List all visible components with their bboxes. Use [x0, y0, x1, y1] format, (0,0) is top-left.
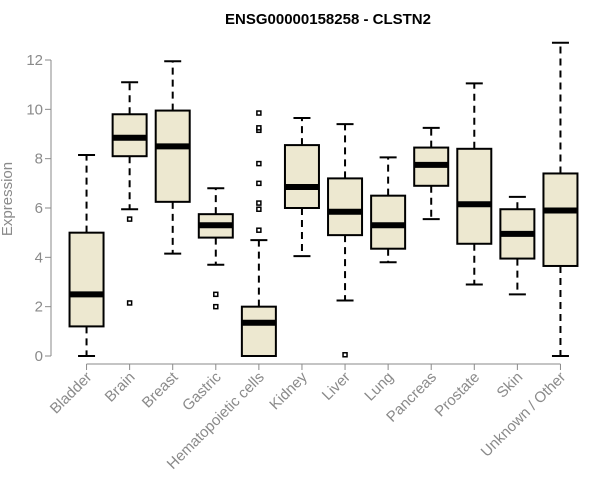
- outlier-point: [256, 206, 262, 212]
- y-axis-title: Expression: [0, 162, 16, 236]
- y-tick-label: 12: [26, 52, 43, 69]
- box-group: [542, 41, 579, 357]
- chart-title: ENSG00000158258 - CLSTN2: [225, 11, 431, 28]
- plot-area: [68, 41, 579, 358]
- box-group: [111, 81, 148, 306]
- outlier-point: [256, 160, 262, 167]
- x-tick-label: Prostate: [432, 369, 484, 421]
- x-tick-label: Skin: [494, 369, 527, 402]
- box-group: [456, 82, 493, 286]
- box-group: [240, 110, 277, 357]
- box: [68, 231, 105, 328]
- outlier-point: [256, 110, 262, 116]
- y-tick-label: 10: [26, 101, 43, 118]
- y-axis: 0 2 4 6 8 10 12: [26, 52, 52, 365]
- box: [240, 305, 277, 357]
- box-group: [68, 153, 105, 357]
- y-tick-label: 0: [35, 348, 43, 365]
- box-group: [154, 60, 191, 255]
- box: [154, 109, 191, 203]
- y-tick-label: 6: [35, 200, 43, 217]
- x-tick-label: Kidney: [266, 368, 311, 413]
- outlier-point: [126, 216, 133, 222]
- outlier-point: [256, 200, 262, 206]
- y-tick-label: 4: [35, 249, 43, 266]
- box-group: [499, 195, 536, 296]
- x-tick-label: Breast: [139, 368, 182, 411]
- outlier-point: [256, 180, 262, 187]
- y-tick-label: 8: [35, 151, 43, 168]
- y-tick-label: 2: [35, 299, 43, 316]
- outlier-point: [342, 352, 348, 358]
- box-group: [283, 116, 320, 258]
- outlier-point: [213, 303, 219, 310]
- box-group: [327, 123, 364, 358]
- x-tick-label: Bladder: [47, 369, 96, 418]
- box: [370, 194, 407, 250]
- box: [327, 177, 364, 237]
- x-tick-label: Brain: [102, 369, 139, 406]
- x-tick-label: Liver: [319, 369, 354, 404]
- box: [283, 144, 320, 210]
- outlier-point: [256, 125, 262, 131]
- box-group: [197, 187, 234, 310]
- box: [542, 172, 579, 267]
- x-tick-label: Lung: [361, 369, 397, 405]
- box-group: [413, 126, 450, 221]
- outlier-point: [213, 291, 219, 298]
- outlier-point: [256, 227, 262, 233]
- outlier-point: [126, 300, 133, 306]
- box: [456, 147, 493, 245]
- box-group: [370, 156, 407, 264]
